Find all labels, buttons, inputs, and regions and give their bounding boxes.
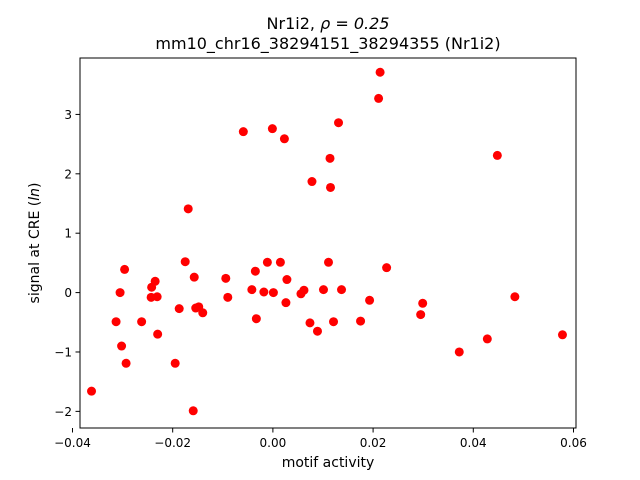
data-point: [152, 292, 162, 302]
data-point: [324, 257, 334, 267]
data-point: [418, 298, 428, 308]
chart-title: Nr1i2, ρ = 0.25: [267, 14, 390, 33]
y-tick-label: −1: [54, 345, 72, 359]
data-point: [153, 329, 163, 339]
data-point: [299, 285, 309, 295]
data-point: [482, 334, 492, 344]
data-point: [259, 287, 269, 297]
plot-frame: [79, 57, 577, 429]
data-point: [115, 288, 125, 298]
data-point: [329, 317, 339, 327]
data-point: [416, 310, 426, 320]
data-point: [174, 304, 184, 314]
data-point: [198, 308, 208, 318]
data-point: [267, 124, 277, 134]
points-layer: [87, 67, 567, 416]
chart-title-rho: ρ = 0.25: [320, 14, 389, 33]
chart-title-prefix: Nr1i2,: [267, 14, 321, 33]
y-axis-ticks: −2 −1 0 1 2 3: [54, 108, 80, 419]
data-point: [183, 204, 193, 214]
data-point: [247, 285, 257, 295]
data-point: [262, 257, 272, 267]
x-tick-label: 0.06: [560, 436, 587, 450]
data-point: [312, 326, 322, 336]
data-point: [279, 134, 289, 144]
y-axis-label-prefix: signal at CRE (: [27, 201, 43, 304]
data-point: [221, 273, 231, 283]
data-point: [557, 330, 567, 340]
data-point: [117, 341, 127, 351]
y-tick-label: 0: [64, 286, 72, 300]
data-point: [374, 93, 384, 103]
data-point: [365, 295, 375, 305]
x-tick-label: 0.02: [360, 436, 387, 450]
x-tick-label: −0.02: [154, 436, 191, 450]
x-tick-label: 0.04: [460, 436, 487, 450]
data-point: [307, 177, 317, 187]
data-point: [356, 316, 366, 326]
y-tick-label: 1: [64, 227, 72, 241]
x-axis-label: motif activity: [282, 455, 375, 471]
data-point: [223, 292, 233, 302]
data-point: [268, 288, 278, 298]
data-point: [454, 347, 464, 357]
data-point: [375, 67, 385, 77]
data-point: [121, 358, 131, 368]
data-point: [180, 257, 190, 267]
data-point: [111, 317, 121, 327]
x-axis-ticks: −0.04 −0.02 0.00 0.02 0.04 0.06: [54, 428, 587, 450]
data-point: [251, 314, 261, 324]
data-point: [150, 276, 160, 286]
data-point: [275, 257, 285, 267]
chart-subtitle: mm10_chr16_38294151_38294355 (Nr1i2): [155, 34, 500, 54]
y-axis-label: signal at CRE (ln): [27, 183, 43, 304]
y-axis-label-suffix: ): [27, 183, 43, 188]
y-tick-label: 3: [64, 108, 72, 122]
data-point: [305, 318, 315, 328]
data-point: [238, 127, 248, 137]
x-tick-label: −0.04: [54, 436, 91, 450]
data-point: [250, 266, 260, 276]
data-point: [120, 264, 130, 274]
y-tick-label: −2: [54, 405, 72, 419]
data-point: [281, 298, 291, 308]
data-point: [87, 386, 97, 396]
data-point: [334, 118, 344, 128]
data-point: [337, 285, 347, 295]
data-point: [326, 182, 336, 192]
y-tick-label: 2: [64, 167, 72, 181]
data-point: [492, 150, 502, 160]
data-point: [318, 285, 328, 295]
data-point: [325, 153, 335, 163]
data-point: [170, 358, 180, 368]
x-tick-label: 0.00: [260, 436, 287, 450]
data-point: [189, 272, 199, 282]
data-point: [510, 292, 520, 302]
y-axis-label-ln: ln: [27, 188, 43, 201]
data-point: [137, 317, 147, 327]
data-point: [282, 275, 292, 285]
data-point: [188, 406, 198, 416]
data-point: [382, 263, 392, 273]
